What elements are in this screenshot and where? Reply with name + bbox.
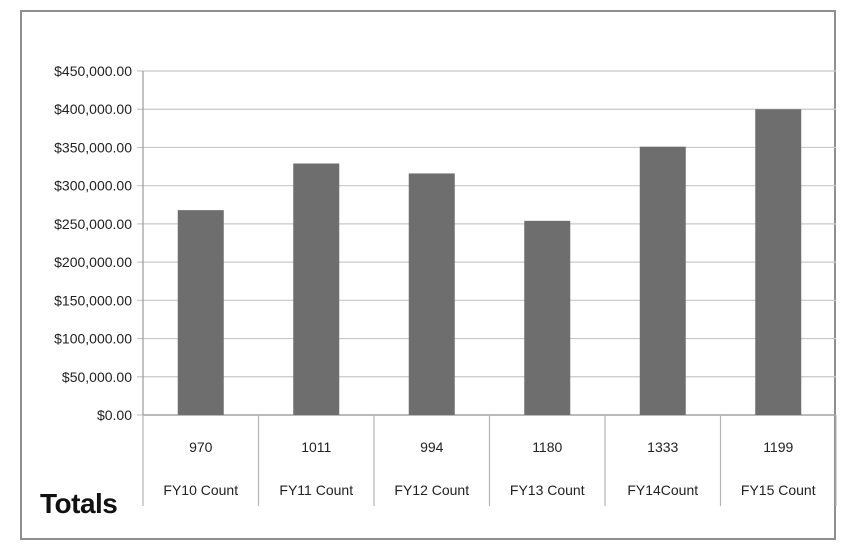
count-label: 1199 (763, 439, 793, 455)
count-label: 1180 (532, 439, 562, 455)
y-tick-label: $250,000.00 (54, 216, 132, 232)
category-table: 970 FY10 Count 1011 FY11 Count 994 FY12 Count… (142, 414, 837, 506)
bar (755, 109, 802, 415)
totals-label: Totals (40, 488, 118, 519)
category-label: FY10 Count (163, 482, 238, 498)
category-label: FY14Count (627, 482, 698, 498)
category-label: FY15 Count (741, 482, 816, 498)
y-tick-label: $50,000.00 (62, 369, 132, 385)
gridlines (137, 70, 836, 416)
count-label: 994 (420, 439, 444, 455)
bar (524, 220, 571, 415)
y-tick-label: $450,000.00 (54, 63, 132, 79)
category-label: FY12 Count (394, 482, 469, 498)
y-tick-label: $400,000.00 (54, 101, 132, 117)
bar (639, 146, 686, 415)
y-tick-label: $100,000.00 (54, 331, 132, 347)
category-label: FY11 Count (279, 482, 353, 498)
bars (177, 109, 802, 415)
y-tick-label: $150,000.00 (54, 292, 132, 308)
bar (293, 163, 340, 415)
count-label: 1011 (301, 439, 331, 455)
y-tick-label: $200,000.00 (54, 254, 132, 270)
count-label: 1333 (647, 439, 678, 455)
category-label: FY13 Count (510, 482, 585, 498)
bar (177, 210, 224, 415)
count-label: 970 (189, 439, 213, 455)
y-tick-label: $350,000.00 (54, 139, 132, 155)
y-axis-ticks: $0.00 $50,000.00 $100,000.00 $150,000.00 $20… (54, 63, 132, 423)
y-tick-label: $300,000.00 (54, 178, 132, 194)
bar (408, 173, 455, 415)
y-tick-label: $0.00 (97, 407, 132, 423)
